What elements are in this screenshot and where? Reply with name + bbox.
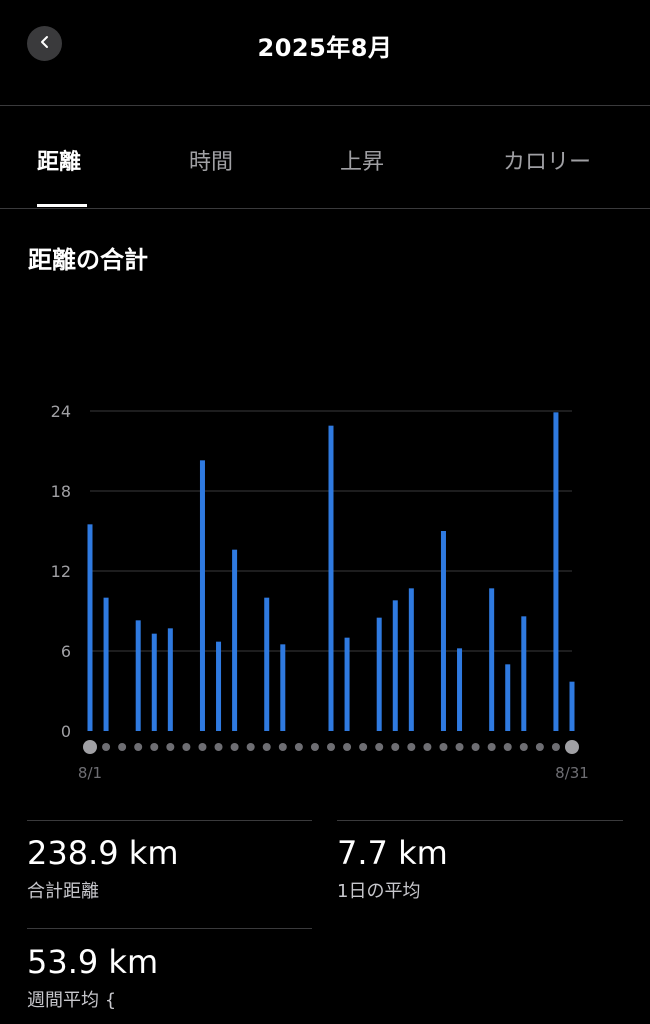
day-dot (198, 743, 207, 751)
page-title: 2025年8月 (257, 34, 393, 62)
bar (553, 412, 559, 731)
stat-divider (337, 820, 623, 821)
total-distance-value: 238.9 km (27, 834, 179, 872)
bar (264, 597, 270, 731)
bar (457, 648, 463, 731)
daily-average-value: 7.7 km (337, 834, 448, 872)
y-tick-label: 24 (51, 402, 71, 421)
bar (440, 531, 446, 731)
bar (392, 600, 398, 731)
day-dot (327, 743, 335, 751)
section-title: 距離の合計 (28, 246, 148, 274)
bar (505, 664, 511, 731)
range-end-dot (565, 740, 579, 754)
bar (167, 628, 173, 731)
bar (569, 681, 575, 731)
day-dot (343, 743, 352, 751)
day-dot (214, 743, 223, 751)
day-dot (262, 743, 271, 751)
header: 2025年8月 (0, 0, 650, 106)
tab-elevation[interactable]: 上昇 (340, 150, 385, 175)
day-dot (294, 743, 303, 751)
day-dot (246, 743, 255, 751)
bar (87, 524, 93, 731)
stat-divider (27, 928, 312, 929)
back-button[interactable] (27, 26, 62, 61)
day-dot (310, 743, 319, 751)
bar (521, 616, 527, 731)
day-dot (102, 743, 111, 751)
day-dot (134, 743, 143, 751)
distance-bar-chart: 0 6 12 18 24 8/1 8/31 (51, 402, 589, 782)
bar (103, 597, 109, 731)
day-dot (391, 743, 400, 751)
bar (344, 637, 350, 731)
bar (280, 644, 286, 731)
day-dot (551, 743, 560, 751)
y-tick-label: 12 (51, 562, 71, 581)
day-dot (230, 743, 239, 751)
active-tab-indicator (37, 204, 87, 207)
day-dot (407, 743, 416, 751)
day-dot (503, 743, 512, 751)
day-dot (519, 743, 528, 751)
bar (489, 588, 495, 731)
bar (216, 641, 222, 731)
day-dot (535, 743, 544, 751)
x-start-label: 8/1 (78, 764, 102, 782)
chevron-left-icon (38, 34, 52, 53)
day-dot (423, 743, 432, 751)
bar (328, 425, 334, 731)
day-dot (278, 743, 287, 751)
tab-bar: 距離 時間 上昇 カロリー (0, 106, 650, 209)
y-tick-label: 18 (51, 482, 71, 501)
bar (199, 460, 205, 731)
y-tick-label: 0 (61, 722, 71, 741)
day-dot (150, 743, 159, 751)
day-dot (455, 743, 464, 751)
day-dot (118, 743, 127, 751)
bar (151, 633, 157, 731)
weekly-average-label: 週間平均 { (27, 990, 117, 1011)
bar (376, 617, 382, 731)
y-tick-label: 6 (61, 642, 71, 661)
day-dot (375, 743, 384, 751)
x-end-label: 8/31 (555, 764, 589, 782)
tab-time[interactable]: 時間 (189, 150, 234, 175)
range-end-dot (83, 740, 97, 754)
day-dot (471, 743, 480, 751)
day-dot (182, 743, 191, 751)
bar (135, 620, 141, 731)
day-dot (487, 743, 496, 751)
day-dot (166, 743, 175, 751)
bar (232, 549, 238, 731)
total-distance-label: 合計距離 (27, 881, 99, 902)
day-dot (359, 743, 368, 751)
day-dot (439, 743, 448, 751)
tab-calories[interactable]: カロリー (503, 150, 592, 175)
bar (408, 588, 414, 731)
tab-distance[interactable]: 距離 (37, 150, 82, 175)
daily-average-label: 1日の平均 (337, 881, 421, 902)
weekly-average-value: 53.9 km (27, 943, 159, 981)
stat-divider (27, 820, 312, 821)
